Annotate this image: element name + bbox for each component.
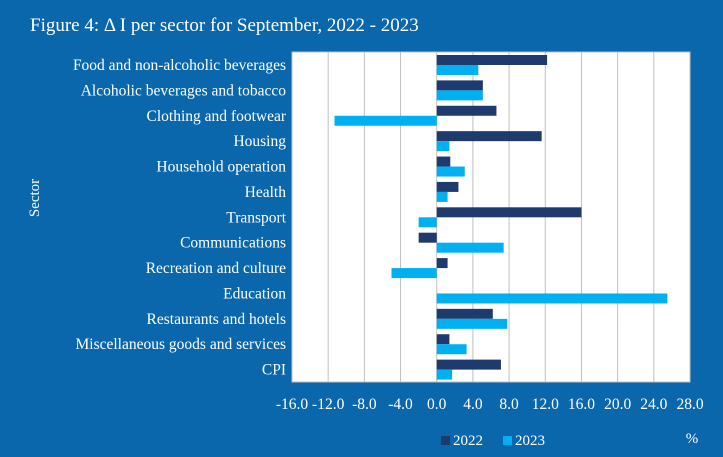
x-tick-label: 16.0: [568, 396, 595, 413]
bar-2023: [436, 344, 467, 355]
category-label: Communications: [180, 235, 286, 252]
x-tick-label: 8.0: [499, 396, 519, 413]
bar-2023: [436, 318, 508, 329]
category-label: Restaurants and hotels: [147, 311, 286, 328]
category-label: Transport: [226, 209, 286, 226]
category-label: Recreation and culture: [146, 260, 286, 277]
bar-2023: [436, 369, 453, 380]
category-label: Household operation: [156, 159, 286, 176]
category-label: Health: [245, 184, 287, 201]
category-label: Clothing and footwear: [147, 108, 287, 125]
x-tick-label: 24.0: [640, 396, 667, 413]
bar-2023: [436, 166, 465, 177]
x-tick-label: 4.0: [463, 396, 483, 413]
bar-2023: [436, 191, 448, 202]
x-tick-label: -4.0: [388, 396, 413, 413]
bar-2022: [436, 105, 497, 116]
x-axis-unit: %: [686, 431, 699, 447]
bar-2022: [436, 55, 548, 65]
bar-2022: [436, 308, 493, 319]
bar-2023: [418, 217, 437, 228]
category-label: Miscellaneous goods and services: [76, 336, 287, 353]
y-axis-title: Sector: [27, 179, 43, 217]
x-tick-label: -8.0: [352, 396, 377, 413]
bar-2022: [436, 156, 451, 167]
x-tick-label: 12.0: [532, 396, 559, 413]
legend-swatch-2022: [441, 436, 450, 445]
category-label: Education: [223, 285, 286, 302]
x-tick-labels: -16.0 -12.0 -8.0 -4.0 0.0 4.0 8.0 12.0 16.0 20.0 2…: [276, 396, 704, 413]
bar-2023: [436, 65, 479, 75]
bar-2022: [418, 232, 437, 243]
x-tick-label: 20.0: [604, 396, 631, 413]
category-label: CPI: [262, 362, 286, 379]
plot-border: [291, 51, 691, 383]
legend: 2022 2023: [441, 433, 545, 449]
bar-2023: [436, 293, 668, 304]
category-labels: Food and non-alcoholic beverages Alcoholi…: [73, 57, 287, 379]
bar-2022: [436, 359, 501, 370]
bars: [334, 55, 668, 380]
bar-2022: [436, 207, 582, 218]
grid-lines: [291, 51, 691, 383]
bar-2022: [436, 131, 542, 142]
x-tick-label: -12.0: [312, 396, 345, 413]
bar-2022: [436, 258, 448, 269]
legend-swatch-2023: [503, 436, 512, 445]
bar-2022: [436, 181, 459, 192]
bar-2023: [436, 242, 504, 253]
x-tick-label: -16.0: [276, 396, 309, 413]
bar-2022: [436, 334, 450, 345]
bar-2023: [436, 141, 450, 152]
legend-label-2022: 2022: [453, 433, 483, 449]
chart-title: Figure 4: Δ I per sector for September, …: [30, 15, 419, 36]
bar-2023: [334, 115, 437, 126]
x-tick-label: 28.0: [676, 396, 703, 413]
category-label: Food and non-alcoholic beverages: [73, 57, 286, 74]
category-label: Housing: [233, 133, 286, 150]
category-label: Alcoholic beverages and tobacco: [81, 82, 287, 99]
bar-2023: [391, 268, 437, 279]
bar-2022: [436, 80, 483, 91]
legend-label-2023: 2023: [515, 433, 545, 449]
x-tick-label: 0.0: [427, 396, 447, 413]
bar-2023: [436, 90, 483, 101]
